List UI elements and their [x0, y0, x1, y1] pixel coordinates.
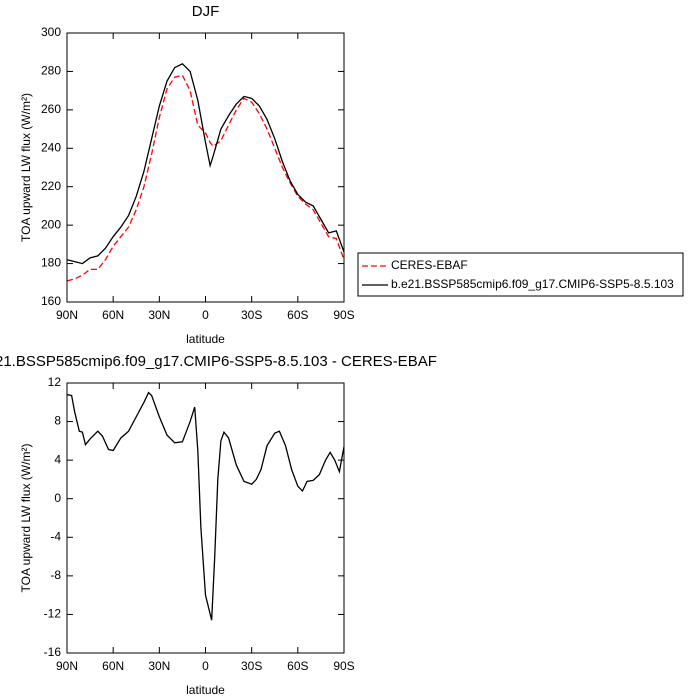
x-tick-label: 0 [202, 659, 209, 673]
data-line [66, 62, 345, 265]
y-tick-label: -4 [50, 529, 61, 543]
chart-title: DJF [192, 3, 220, 20]
x-tick-label: 30N [148, 659, 170, 673]
y-tick-label: -8 [50, 568, 61, 582]
y-tick-label: 240 [41, 140, 61, 154]
data-line [66, 74, 345, 282]
y-tick-label: 280 [41, 64, 61, 78]
legend-label: b.e21.BSSP585cmip6.f09_g17.CMIP6-SSP5-8.… [391, 277, 674, 291]
y-tick-label: -12 [44, 607, 62, 621]
chart-title: b.e21.BSSP585cmip6.f09_g17.CMIP6-SSP5-8.… [0, 353, 437, 370]
y-tick-label: 160 [41, 294, 61, 308]
y-tick-label: -16 [44, 645, 62, 659]
x-tick-label: 60N [102, 308, 124, 322]
legend-box [357, 252, 684, 297]
x-axis-label: latitude [186, 683, 225, 697]
x-tick-label: 90N [56, 659, 78, 673]
y-tick-label: 8 [54, 414, 61, 428]
plot-frame [66, 382, 345, 654]
x-tick-label: 0 [202, 308, 209, 322]
y-axis-label: TOA upward LW flux (W/m²) [19, 93, 33, 242]
x-tick-label: 90N [56, 308, 78, 322]
x-axis-label: latitude [186, 332, 225, 346]
legend-label: CERES-EBAF [391, 258, 468, 272]
x-tick-label: 30S [241, 308, 262, 322]
y-tick-label: 220 [41, 179, 61, 193]
y-tick-label: 300 [41, 25, 61, 39]
y-tick-label: 4 [54, 452, 61, 466]
data-line [66, 391, 345, 621]
plot-frame [66, 32, 345, 303]
y-tick-label: 200 [41, 217, 61, 231]
y-axis-label: TOA upward LW flux (W/m²) [19, 444, 33, 593]
y-tick-label: 12 [48, 375, 62, 389]
x-tick-label: 60N [102, 659, 124, 673]
y-tick-label: 180 [41, 256, 61, 270]
x-tick-label: 60S [287, 308, 308, 322]
x-tick-label: 90S [333, 659, 354, 673]
y-tick-label: 260 [41, 102, 61, 116]
x-tick-label: 30S [241, 659, 262, 673]
x-tick-label: 30N [148, 308, 170, 322]
y-tick-label: 0 [54, 491, 61, 505]
x-tick-label: 90S [333, 308, 354, 322]
x-tick-label: 60S [287, 659, 308, 673]
